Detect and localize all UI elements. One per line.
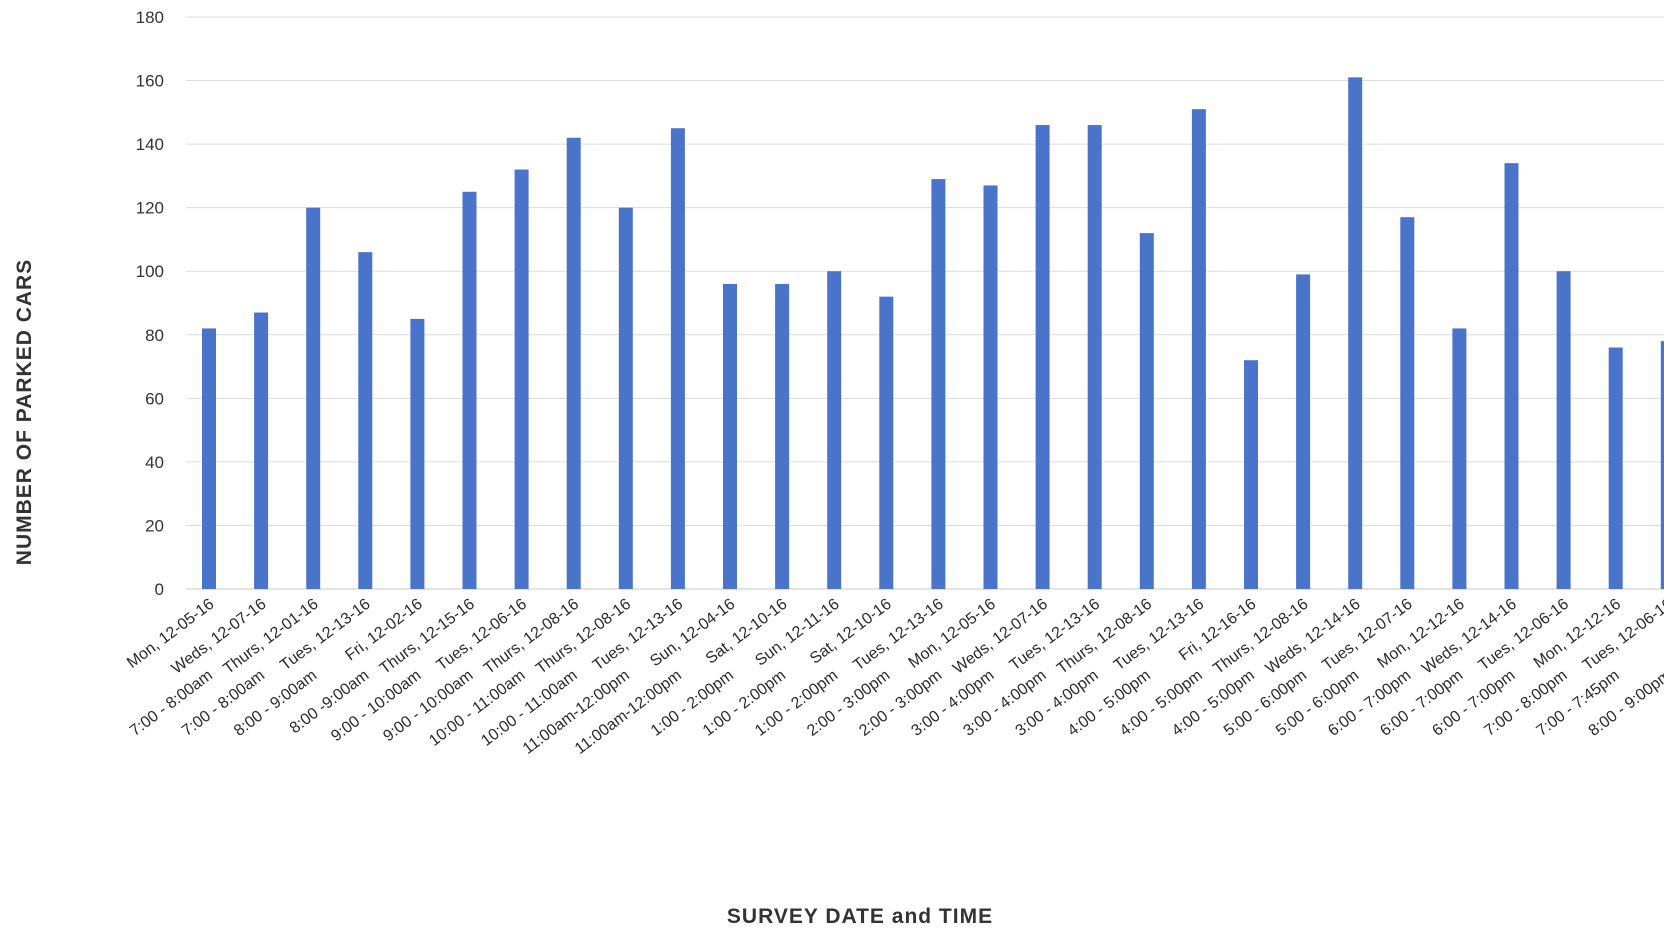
y-tick-label: 0 xyxy=(155,580,164,599)
bar xyxy=(1035,125,1050,590)
bars xyxy=(202,77,1664,590)
bar xyxy=(254,312,269,589)
bar xyxy=(1608,347,1623,589)
bar xyxy=(827,271,842,589)
bar xyxy=(723,283,737,589)
bar xyxy=(1660,341,1664,589)
y-tick-label: 160 xyxy=(136,72,164,91)
x-tick-label: Sat, 12-10-161:00 - 2:00pm xyxy=(666,596,824,740)
bar xyxy=(1452,328,1467,589)
bar xyxy=(1139,233,1154,590)
bar xyxy=(1348,77,1363,589)
bar xyxy=(1504,163,1519,589)
bar xyxy=(1191,109,1206,590)
y-tick-labels: 0 20 40 60 80 100 120 140 160 180 xyxy=(136,8,164,599)
x-tick-label: Thurs, 12-01-168:00 - 9:00am xyxy=(197,596,355,740)
bar xyxy=(410,318,425,589)
bar xyxy=(879,296,894,589)
x-tick-label: Sun, 12-04-161:00 - 2:00pm xyxy=(614,596,772,740)
x-tick-label: Weds, 12-14-166:00 - 7:00pm xyxy=(1396,596,1554,740)
y-tick-label: 80 xyxy=(145,326,164,345)
x-tick-label: Sun, 12-11-161:00 - 2:00pm xyxy=(718,596,876,740)
bar xyxy=(1087,125,1102,590)
bar xyxy=(1244,360,1258,589)
bar xyxy=(566,137,581,589)
bar xyxy=(202,328,216,589)
bar xyxy=(775,283,790,589)
bar xyxy=(1556,271,1571,589)
bar xyxy=(358,252,373,589)
y-axis-title: NUMBER OF PARKED CARS xyxy=(13,259,36,565)
x-tick-label: Tues, 12-06-167:00 - 8:00pm xyxy=(1448,596,1606,740)
x-tick-label: Weds, 12-14-165:00 - 6:00pm xyxy=(1239,596,1397,740)
bar xyxy=(618,207,633,589)
bar xyxy=(462,191,477,589)
x-tick-label: Fri, 12-02-169:00 - 10:00am xyxy=(294,596,459,746)
x-tick-label: Thurs, 12-08-164:00 - 5:00pm xyxy=(1031,596,1189,740)
bar xyxy=(306,207,321,589)
bar xyxy=(983,185,998,589)
bar xyxy=(670,128,685,589)
y-tick-label: 120 xyxy=(136,199,164,218)
x-tick-label: Mon, 12-12-167:00 - 7:45pm xyxy=(1500,596,1658,740)
y-tick-label: 180 xyxy=(136,8,164,27)
bar xyxy=(514,169,529,590)
y-tick-label: 100 xyxy=(136,262,164,281)
y-tick-label: 40 xyxy=(145,453,164,472)
bar xyxy=(1400,217,1415,589)
x-axis-title: SURVEY DATE and TIME xyxy=(727,905,993,928)
bar xyxy=(1296,274,1311,589)
gridlines xyxy=(186,16,1664,590)
y-tick-label: 60 xyxy=(145,389,164,408)
bar xyxy=(931,179,946,590)
y-tick-label: 20 xyxy=(145,516,164,535)
x-tick-label: Sat, 12-10-162:00 - 3:00pm xyxy=(770,596,928,740)
y-tick-label: 140 xyxy=(136,135,164,154)
